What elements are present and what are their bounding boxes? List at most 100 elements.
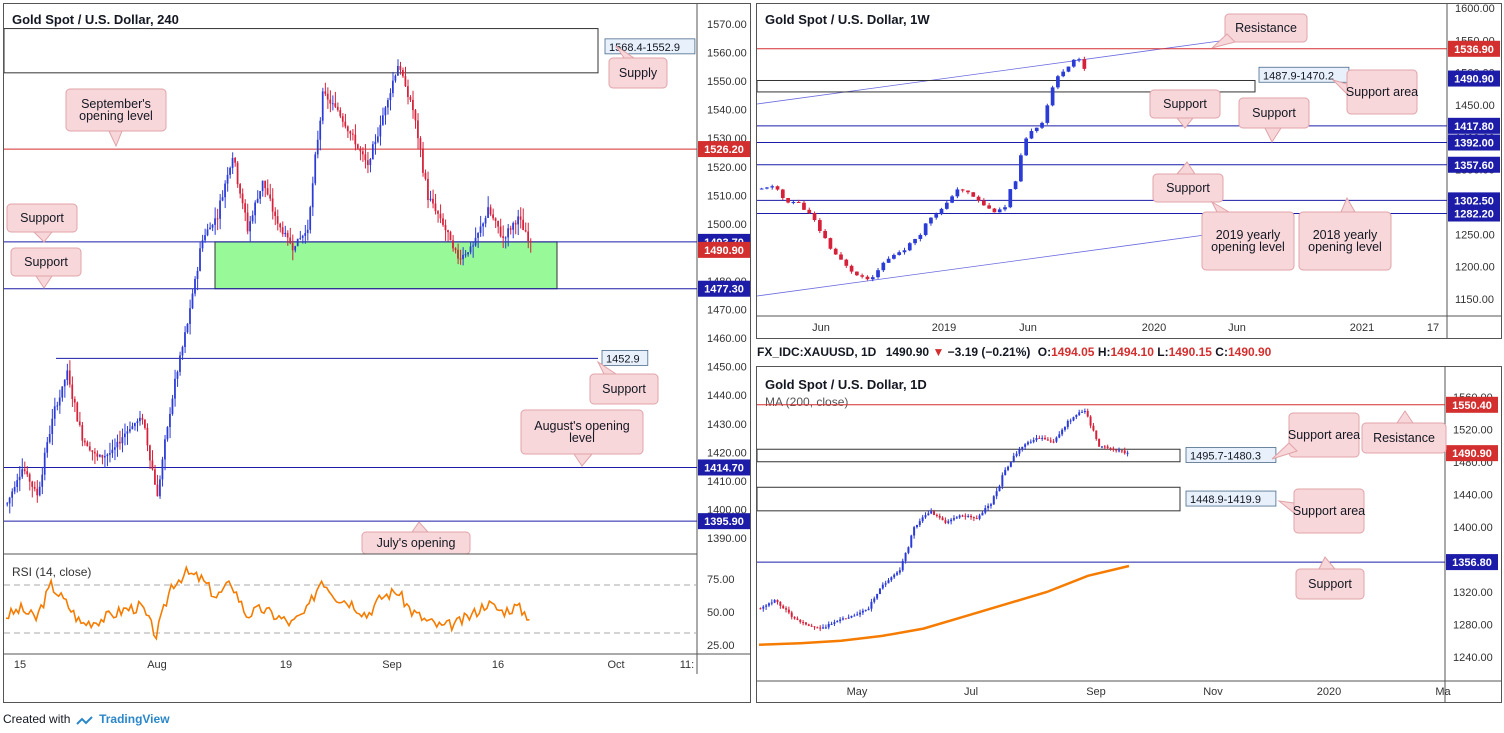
daily-candle [970,515,973,518]
daily-candle [1055,437,1058,442]
h4-candle [279,223,282,228]
weekly-candle [966,190,970,193]
h4-candle [71,384,74,400]
weekly-candle [913,238,917,244]
daily-candle [907,547,910,553]
h4-candle [462,254,464,260]
daily-candle [884,583,887,585]
daily-candle [876,593,879,599]
daily-callout-support-area-1-text: Support area [1288,428,1360,442]
h4-callout-support-3 [589,373,659,405]
daily-candle [770,602,773,604]
h4-callout-supply [608,57,668,89]
h4-candle [159,479,161,497]
h4-candle [299,237,302,239]
h4-candle [404,76,407,87]
daily-candle [785,608,788,610]
h4-level-tag-text: 1414.70 [704,462,744,474]
daily-candle [1123,450,1126,454]
weekly-candle [765,187,769,189]
weekly-price-tick: 1150.00 [1455,294,1494,306]
h4-candle [269,194,272,199]
h4-candle [23,469,26,472]
h4-candle [517,216,519,225]
weekly-candle [1029,131,1034,139]
weekly-level-tag-bg [1448,156,1500,173]
h4-candle [131,426,134,430]
weekly-callout-support-1-text: Support [1163,97,1207,111]
h4-candle [229,167,231,175]
daily-candle [1052,441,1055,443]
daily-candle [1092,425,1095,431]
h4-candle [304,233,307,236]
daily-candle [1001,475,1004,487]
h4-chart-svg[interactable]: 1570.001560.001550.001540.001530.001520.… [4,4,750,702]
weekly-callout-2018-text: 2018 yearly [1313,228,1378,242]
h4-candle [236,162,239,185]
h4-candle [11,491,14,498]
daily-candle [861,610,864,613]
h4-candle [128,429,131,432]
daily-candle [952,518,955,520]
h4-candle [449,232,452,241]
daily-time-tick: 2020 [1317,686,1341,698]
h4-candle [161,459,164,480]
daily-chart-panel[interactable]: Gold Spot / U.S. Dollar, 1D MA (200, clo… [756,366,1502,703]
h4-candle [111,449,114,454]
daily-candle [955,517,958,519]
h4-candle [116,441,119,448]
weekly-level-tag-bg [1448,70,1500,87]
weekly-candle [976,196,981,201]
h4-time-tick: 16 [492,659,504,671]
weekly-candle [802,202,806,210]
h4-candle [487,207,489,218]
daily-level-tag-text: 1550.40 [1452,400,1492,412]
weekly-chart-svg[interactable]: 1600.001550.001500.001450.001400.001350.… [757,4,1501,338]
ma-label: MA (200, close) [765,395,849,409]
daily-candle [995,491,998,497]
daily-price-tick: 1320.00 [1453,587,1493,599]
h4-candle [507,228,509,238]
h4-candle [41,474,44,487]
h4-price-tick: 1570.00 [707,19,747,31]
h4-level-tag-bg [698,141,750,158]
tradingview-brand[interactable]: TradingView [99,712,170,726]
daily-chart-svg[interactable]: 1560.001520.001480.001440.001400.001360.… [757,367,1501,702]
h4-price-tick: 1470.00 [707,305,747,317]
weekly-chart-panel[interactable]: Gold Spot / U.S. Dollar, 1W 1600.001550.… [756,3,1502,339]
daily-candle [762,606,765,609]
daily-candle [950,519,953,522]
h4-candle [454,248,457,250]
daily-candle [1098,438,1101,447]
h4-candle [136,421,139,424]
daily-support-zone [757,486,1181,512]
h4-candle [108,453,111,455]
daily-candle [1075,414,1078,418]
daily-candle [819,627,822,629]
h4-chart-panel[interactable]: Gold Spot / U.S. Dollar, 240 1570.00 1560… [3,3,751,703]
weekly-candle [828,238,833,249]
daily-candle [964,515,967,517]
h4-candle [68,370,71,385]
weekly-support-area [757,79,1256,93]
h4-candle [118,441,121,444]
h4-candle [349,131,352,134]
h4-price-tick: 1440.00 [707,390,747,402]
weekly-callout-support-2-pointer [1264,127,1282,144]
h4-candle [8,497,11,504]
weekly-trendline-upper [757,39,1228,105]
daily-candle [901,560,904,571]
h4-level-tag-bg [698,241,750,258]
daily-candle [841,618,844,620]
h4-candle [113,447,116,450]
daily-candle [961,515,964,517]
h4-candle [76,402,79,422]
h4-candle [509,228,512,230]
daily-price-tick: 1440.00 [1453,490,1493,502]
weekly-candle [1071,59,1076,67]
h4-candle [437,211,439,214]
h4-candle [36,488,39,496]
daily-time-tick: Ma [1435,686,1451,698]
h4-candle [18,476,21,481]
h4-candle [484,217,487,224]
